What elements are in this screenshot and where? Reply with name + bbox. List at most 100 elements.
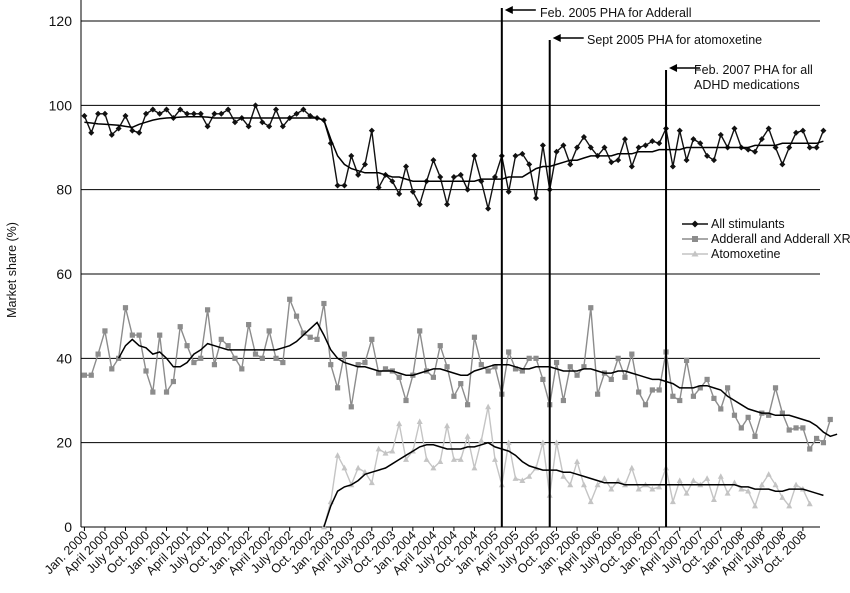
data-point xyxy=(403,163,410,170)
y-tick-label: 100 xyxy=(49,97,73,113)
y-tick-labels: 0 20 40 60 80 100 120 xyxy=(49,13,73,535)
data-point xyxy=(458,381,464,387)
data-point xyxy=(704,376,710,383)
data-point xyxy=(376,370,382,376)
data-point xyxy=(779,161,786,168)
data-point xyxy=(717,131,724,138)
y-tick-label: 120 xyxy=(49,13,73,29)
data-point xyxy=(190,110,197,117)
data-point xyxy=(375,184,382,191)
data-point xyxy=(553,148,560,155)
data-point xyxy=(369,336,375,342)
data-point xyxy=(766,412,772,418)
data-point xyxy=(820,440,827,446)
series-trend-line xyxy=(84,115,824,182)
data-point xyxy=(273,355,279,361)
data-point xyxy=(621,136,628,143)
data-point xyxy=(539,142,546,149)
data-point xyxy=(218,336,224,342)
data-point xyxy=(642,402,649,408)
data-point xyxy=(505,188,512,195)
legend-diamond-marker xyxy=(691,220,699,228)
data-point xyxy=(574,458,581,465)
data-point xyxy=(574,372,580,378)
data-point xyxy=(293,313,300,319)
data-point xyxy=(416,201,423,208)
y-tick-label: 80 xyxy=(56,182,72,198)
data-point xyxy=(156,110,163,117)
data-point xyxy=(464,186,471,193)
data-point xyxy=(328,362,334,368)
data-point xyxy=(211,362,218,368)
legend-label-atomoxetine: Atomoxetine xyxy=(711,247,781,261)
data-point xyxy=(581,364,587,370)
data-point xyxy=(793,425,799,431)
data-point xyxy=(198,355,204,361)
arrow-icon-head xyxy=(669,64,678,72)
data-point xyxy=(690,136,697,143)
data-point xyxy=(649,485,656,492)
annotation-all-adhd-text-2: ADHD medications xyxy=(694,78,800,92)
data-point xyxy=(136,129,143,136)
data-point xyxy=(485,205,492,212)
data-point xyxy=(252,102,259,109)
data-point xyxy=(690,393,697,399)
data-point xyxy=(157,332,163,338)
data-point xyxy=(396,420,403,427)
data-point xyxy=(334,452,341,458)
data-point xyxy=(348,404,354,410)
data-point xyxy=(512,152,519,159)
data-point xyxy=(519,477,526,484)
data-point xyxy=(588,305,594,311)
data-point xyxy=(423,456,430,462)
data-point xyxy=(129,332,135,338)
data-point xyxy=(88,129,95,136)
annotation-adderall-pha: Feb. 2005 PHA for Adderall xyxy=(540,6,691,20)
y-axis-label: Market share (%) xyxy=(5,222,19,318)
data-point xyxy=(444,364,450,370)
data-point xyxy=(355,171,362,178)
data-point xyxy=(437,343,443,349)
data-point xyxy=(786,502,793,509)
data-point xyxy=(560,142,567,149)
data-point xyxy=(334,385,341,391)
data-point xyxy=(177,324,183,330)
data-point xyxy=(751,148,758,155)
data-point xyxy=(465,402,471,408)
data-point xyxy=(218,110,225,117)
data-point xyxy=(300,106,307,113)
data-point xyxy=(738,425,744,431)
data-point xyxy=(629,351,635,357)
data-point xyxy=(95,351,101,357)
data-point xyxy=(115,125,122,132)
data-point xyxy=(628,464,635,471)
legend-item-atomoxetine: Atomoxetine xyxy=(682,247,781,261)
data-point xyxy=(724,490,731,496)
data-point xyxy=(266,123,273,130)
data-point xyxy=(143,368,149,374)
data-point xyxy=(102,328,108,334)
data-point xyxy=(793,129,800,136)
data-point xyxy=(266,328,272,334)
data-point xyxy=(765,471,772,477)
data-point xyxy=(786,144,793,151)
data-point xyxy=(622,374,628,380)
data-point xyxy=(608,485,615,492)
data-point xyxy=(341,351,348,357)
data-point xyxy=(280,359,286,366)
data-point xyxy=(697,385,703,391)
data-point xyxy=(191,359,197,366)
data-point xyxy=(539,439,546,446)
data-point xyxy=(806,144,813,151)
data-point xyxy=(553,439,560,446)
data-point xyxy=(519,368,525,374)
data-point xyxy=(806,500,813,507)
data-point xyxy=(601,144,608,151)
data-point xyxy=(457,456,464,462)
data-point xyxy=(361,161,368,168)
data-point xyxy=(430,157,437,164)
data-point xyxy=(649,387,655,393)
data-point xyxy=(259,355,265,361)
data-point xyxy=(136,332,142,338)
data-point xyxy=(184,110,191,117)
